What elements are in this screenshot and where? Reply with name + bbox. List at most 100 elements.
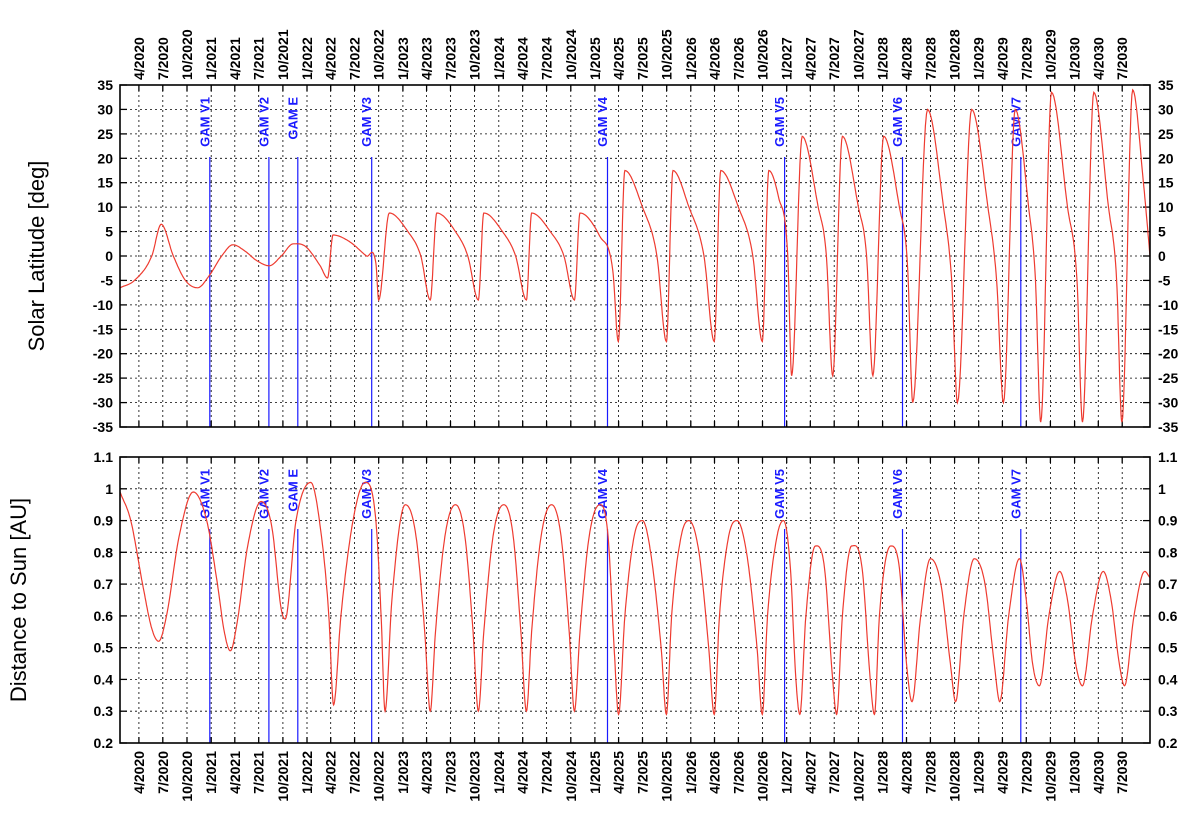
bottom-x-tick-label: 7/2020 — [155, 751, 171, 794]
y-tick-label-left: 15 — [97, 175, 113, 191]
y-tick-label-left: -10 — [93, 297, 113, 313]
series-line — [119, 481, 1151, 716]
gam-marker-label: GAM V7 — [1008, 97, 1023, 147]
top-x-tick-labels: 4/2020 7/2020 10/2020 1/2021 4/2021 7/2021 10/… — [131, 29, 1130, 80]
y-tick-label-left: 25 — [97, 126, 113, 142]
y-tick-label-right: 1 — [1158, 481, 1166, 497]
top-x-tick-label: 7/2023 — [443, 37, 459, 80]
y-tick-label-left: 0 — [105, 248, 113, 264]
bottom-x-tick-label: 10/2028 — [947, 751, 963, 802]
gam-marker-label: GAM V1 — [197, 97, 212, 147]
bottom-x-tick-label: 1/2021 — [203, 751, 219, 794]
solar-latitude-y-ticks-left: 35 30 25 20 15 10 5 0 -5 -10 -15 -20 -25 -30 -35 — [93, 77, 113, 435]
bottom-x-tick-label: 1/2022 — [299, 751, 315, 794]
distance-gam-markers: GAM V1 GAM V2 GAM E GAM V3 GAM V4 GAM V5 GAM V… — [197, 468, 1023, 743]
bottom-x-tick-label: 4/2020 — [131, 751, 147, 794]
bottom-x-tick-label: 7/2022 — [347, 751, 363, 794]
top-x-tick-label: 7/2022 — [347, 37, 363, 80]
top-x-tick-label: 1/2029 — [971, 37, 987, 80]
distance-y-ticks-left: 1.1 1 0.9 0.8 0.7 0.6 0.5 0.4 0.3 0.2 — [94, 449, 114, 751]
y-tick-label-left: 1.1 — [94, 449, 114, 465]
gam-marker-label: GAM V2 — [256, 469, 271, 519]
solar-latitude-y-axis-label: Solar Latitude [deg] — [24, 161, 49, 352]
y-tick-label-right: 0.4 — [1158, 671, 1178, 687]
gam-marker-label: GAM V5 — [772, 469, 787, 519]
y-tick-label-left: 20 — [97, 150, 113, 166]
distance-series — [119, 481, 1151, 716]
top-x-tick-label: 4/2023 — [419, 37, 435, 80]
y-tick-label-right: 0.2 — [1158, 735, 1178, 751]
bottom-x-tick-label: 4/2025 — [611, 751, 627, 794]
y-tick-label-left: -35 — [93, 419, 113, 435]
y-tick-label-right: 25 — [1158, 126, 1174, 142]
bottom-x-tick-label: 1/2028 — [875, 751, 891, 794]
bottom-x-tick-label: 1/2025 — [587, 751, 603, 794]
bottom-x-tick-label: 4/2028 — [899, 751, 915, 794]
distance-plot-frame — [119, 456, 1151, 744]
top-x-tick-label: 4/2022 — [323, 37, 339, 80]
solar-latitude-plot-frame — [119, 84, 1151, 428]
top-x-tick-label: 4/2030 — [1090, 37, 1106, 80]
top-x-tick-label: 10/2025 — [659, 29, 675, 80]
bottom-x-tick-label: 1/2030 — [1067, 751, 1083, 794]
y-tick-label-left: 0.2 — [94, 735, 114, 751]
y-tick-label-left: 0.5 — [94, 640, 114, 656]
distance-axis-ticks — [120, 456, 1150, 744]
gam-marker-label: GAM E — [285, 97, 300, 140]
gam-marker-label: GAM V5 — [772, 97, 787, 147]
distance-to-sun-panel: 1.1 1 0.9 0.8 0.7 0.6 0.5 0.4 0.3 0.2 1.1 1 0.9 0.8 0… — [6, 449, 1178, 751]
solar-latitude-axis-ticks — [120, 84, 1150, 428]
y-tick-label-right: -20 — [1158, 346, 1178, 362]
solar-latitude-panel: 35 30 25 20 15 10 5 0 -5 -10 -15 -20 -25 -30 -35 35 30 2… — [24, 77, 1178, 435]
top-x-tick-label: 7/2021 — [251, 37, 267, 80]
bottom-x-tick-label: 4/2023 — [419, 751, 435, 794]
top-x-tick-label: 1/2022 — [299, 37, 315, 80]
top-x-tick-label: 1/2025 — [587, 37, 603, 80]
bottom-x-tick-label: 10/2029 — [1042, 751, 1058, 802]
y-tick-label-right: -30 — [1158, 395, 1178, 411]
bottom-x-tick-label: 7/2021 — [251, 751, 267, 794]
top-x-tick-label: 1/2030 — [1067, 37, 1083, 80]
bottom-x-tick-label: 4/2027 — [802, 751, 818, 794]
gam-marker-label: GAM V3 — [359, 97, 374, 147]
solar-latitude-grid — [120, 85, 1150, 427]
y-tick-label-right: 0.6 — [1158, 608, 1178, 624]
bottom-x-tick-label: 10/2026 — [755, 751, 771, 802]
y-tick-label-left: 5 — [105, 224, 113, 240]
y-tick-label-right: -25 — [1158, 370, 1178, 386]
y-tick-label-left: -30 — [93, 395, 113, 411]
bottom-x-tick-label: 10/2020 — [179, 751, 195, 802]
top-x-tick-label: 7/2029 — [1018, 37, 1034, 80]
distance-y-axis-label: Distance to Sun [AU] — [6, 498, 31, 702]
bottom-x-tick-label: 4/2026 — [707, 751, 723, 794]
bottom-x-tick-label: 4/2022 — [323, 751, 339, 794]
gam-marker-label: GAM V6 — [890, 469, 905, 519]
y-tick-label-left: 0.9 — [94, 513, 114, 529]
y-tick-label-right: 35 — [1158, 77, 1174, 93]
bottom-x-tick-label: 4/2021 — [227, 751, 243, 794]
y-tick-label-left: 0.4 — [94, 671, 114, 687]
bottom-x-tick-label: 7/2024 — [539, 751, 555, 794]
solar-latitude-series — [119, 88, 1151, 423]
top-x-tick-label: 1/2028 — [875, 37, 891, 80]
y-tick-label-right: 0.3 — [1158, 703, 1178, 719]
y-tick-label-left: 0.6 — [94, 608, 114, 624]
top-x-tick-label: 1/2024 — [491, 37, 507, 80]
y-tick-label-right: -5 — [1158, 272, 1171, 288]
y-tick-label-right: 15 — [1158, 175, 1174, 191]
top-x-tick-label: 4/2029 — [994, 37, 1010, 80]
bottom-x-tick-label: 10/2021 — [275, 751, 291, 802]
y-tick-label-left: -20 — [93, 346, 113, 362]
top-x-tick-label: 10/2022 — [371, 29, 387, 80]
top-x-tick-label: 7/2020 — [155, 37, 171, 80]
y-tick-label-left: 35 — [97, 77, 113, 93]
top-x-tick-label: 10/2023 — [467, 29, 483, 80]
top-x-tick-label: 7/2025 — [635, 37, 651, 80]
bottom-x-tick-label: 4/2024 — [515, 751, 531, 794]
y-tick-label-left: -15 — [93, 321, 113, 337]
y-tick-label-right: 30 — [1158, 101, 1174, 117]
top-x-tick-label: 7/2030 — [1114, 37, 1130, 80]
y-tick-label-right: 0 — [1158, 248, 1166, 264]
y-tick-label-right: 0.8 — [1158, 544, 1178, 560]
top-x-tick-label: 4/2027 — [802, 37, 818, 80]
